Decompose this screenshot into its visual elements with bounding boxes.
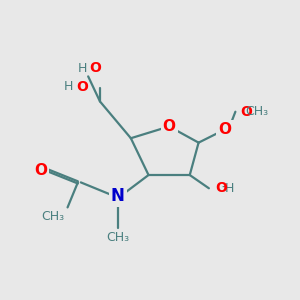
- Text: O: O: [90, 61, 101, 75]
- Text: O: O: [240, 105, 252, 119]
- Text: O: O: [215, 181, 227, 195]
- Text: O: O: [163, 119, 176, 134]
- Text: H: H: [77, 62, 87, 75]
- Text: O: O: [219, 122, 232, 137]
- Text: -: -: [221, 181, 226, 195]
- Text: H: H: [64, 80, 74, 93]
- Text: O: O: [34, 163, 47, 178]
- Text: CH₃: CH₃: [106, 231, 129, 244]
- Text: N: N: [111, 187, 124, 205]
- Text: CH₃: CH₃: [246, 105, 269, 118]
- Text: CH₃: CH₃: [41, 210, 64, 224]
- Text: O: O: [76, 80, 88, 94]
- Text: H: H: [224, 182, 234, 195]
